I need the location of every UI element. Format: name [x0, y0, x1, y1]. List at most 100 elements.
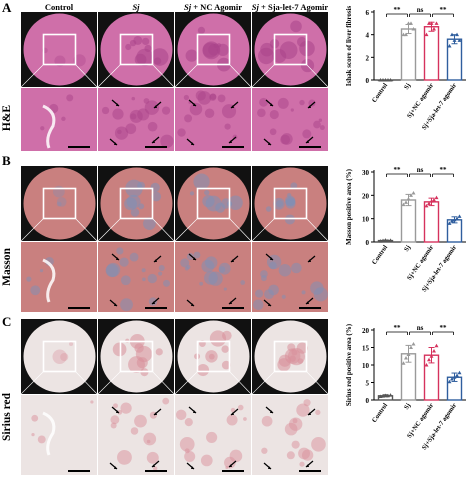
micrograph-section-he: [100, 13, 173, 86]
data-point: [404, 356, 408, 360]
tissue-detail: [117, 449, 132, 465]
data-point: [434, 195, 439, 200]
column-header-sj: Sj: [132, 2, 140, 12]
column-header-sj-nc: Sj + NC Agomir: [184, 2, 242, 12]
zoom-guide: [97, 64, 121, 88]
arrow-head: [116, 410, 119, 413]
tissue-lesion: [56, 201, 62, 207]
tissue-detail: [114, 126, 129, 140]
tissue-detail: [110, 415, 120, 425]
chart-ishak-score: 0 2 4 6 Ishak score of liver fibrosis Control…: [345, 5, 466, 131]
zoom-box: [119, 340, 154, 373]
arrow-head: [306, 464, 309, 467]
data-point: [429, 21, 434, 25]
tissue-lesion: [126, 194, 141, 209]
tissue-lesion: [56, 197, 67, 207]
data-point: [450, 219, 454, 223]
tissue-lesion: [112, 342, 127, 357]
arrow-head: [308, 412, 311, 415]
x-tick-label: Sj: [403, 402, 412, 411]
tissue-detail: [180, 258, 190, 268]
zoom-guide: [97, 371, 121, 395]
tissue-detail: [112, 108, 124, 120]
arrow-head: [268, 303, 271, 306]
significance-label: **: [440, 324, 448, 332]
tissue-lesion: [284, 348, 301, 364]
significance-label: **: [440, 6, 448, 14]
tissue-lesion: [208, 353, 215, 360]
tissue-lesion: [208, 44, 220, 56]
tissue-lesion: [52, 185, 65, 198]
arrow-head: [308, 259, 311, 262]
tissue-detail: [291, 262, 302, 274]
zoom-guide: [251, 218, 275, 242]
tissue-detail: [296, 403, 310, 417]
tissue-lesion: [143, 217, 156, 230]
arrow-head: [191, 303, 194, 306]
tissue-detail: [116, 247, 124, 255]
tissue-detail: [186, 264, 191, 270]
data-point: [424, 203, 429, 208]
tissue-detail: [184, 114, 193, 123]
arrow-head: [193, 410, 196, 413]
tissue-detail: [189, 102, 203, 116]
tissue-detail: [240, 280, 246, 285]
row-label-he: H&E: [1, 104, 13, 132]
tissue-detail: [26, 276, 32, 282]
data-point: [455, 32, 459, 37]
arrow-head: [229, 140, 232, 143]
bar: [423, 201, 440, 243]
tissue-lesion: [285, 198, 296, 209]
tissue-lesion: [52, 349, 67, 364]
tissue-detail: [224, 123, 231, 130]
tissue-detail: [163, 279, 171, 287]
zoom-box: [42, 187, 77, 220]
tissue-lesion: [137, 181, 146, 190]
tissue-detail: [195, 90, 206, 101]
arrow-head: [231, 412, 234, 415]
y-tick-label: 0: [366, 239, 370, 247]
arrow-head: [154, 412, 157, 415]
y-axis-label: Ishak score of liver fibrosis: [345, 5, 353, 86]
tissue-detail: [131, 96, 136, 101]
tissue-detail: [39, 268, 44, 273]
zoom-guide: [229, 371, 252, 395]
tissue-detail: [257, 108, 266, 118]
tissue-lesion: [68, 341, 74, 347]
arrow-head: [229, 301, 232, 304]
data-point: [427, 357, 431, 362]
tissue-lesion: [141, 37, 150, 46]
tissue-lesion: [228, 195, 243, 211]
tissue-detail: [289, 417, 303, 431]
tissue-detail: [204, 108, 215, 118]
tissue-detail: [315, 409, 321, 416]
tissue-lesion: [189, 191, 195, 196]
zoom-guide: [97, 218, 121, 242]
y-axis-label: Masson positive area (%): [345, 168, 353, 245]
tissue-lesion: [290, 20, 302, 33]
data-point: [401, 202, 406, 207]
zoom-guide: [21, 371, 44, 395]
arrow-head: [191, 466, 194, 469]
data-point: [455, 373, 459, 377]
data-point: [409, 345, 413, 349]
zoom-guide: [21, 64, 44, 88]
zoom-box: [119, 187, 154, 220]
significance-label: **: [394, 324, 402, 332]
zoom-guide: [152, 371, 175, 395]
tissue-detail: [318, 118, 323, 122]
tissue-detail: [101, 106, 110, 115]
tissue-lesion: [265, 206, 272, 212]
bar: [400, 199, 417, 243]
zoom-box: [196, 340, 231, 373]
zoom-guide: [75, 64, 98, 88]
tissue-detail: [31, 433, 35, 437]
panel-letter-b: B: [2, 153, 11, 168]
data-point: [406, 196, 411, 201]
y-tick-label: 5: [366, 380, 370, 388]
tissue-detail: [299, 461, 305, 467]
column-header-control: Control: [44, 2, 74, 12]
tissue-lesion: [125, 43, 132, 51]
tissue-detail: [40, 126, 45, 131]
data-point: [424, 32, 429, 37]
